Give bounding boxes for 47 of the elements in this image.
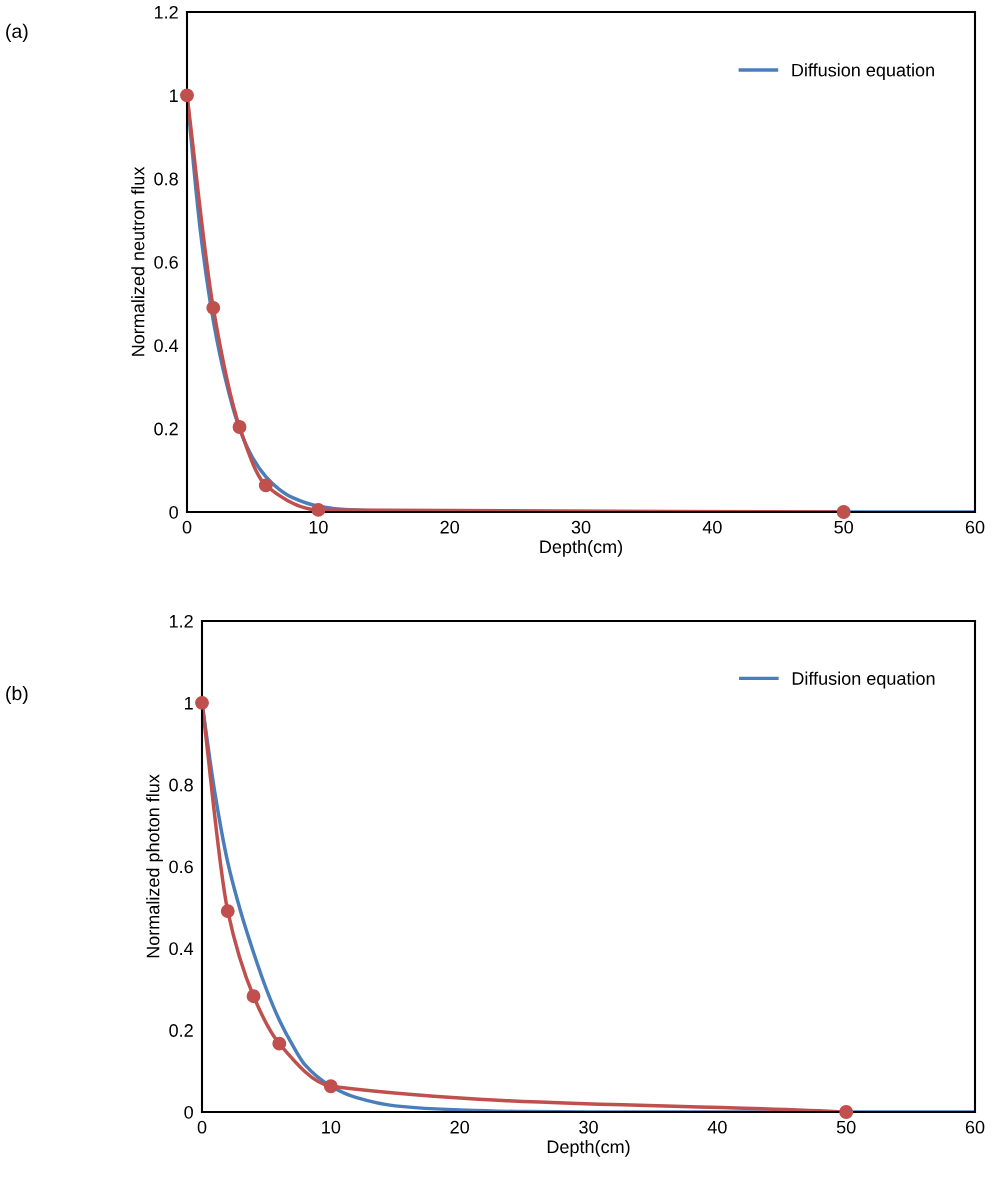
y-tick-label: 1.2 [169,614,193,628]
y-tick-label: 0.8 [169,778,193,792]
point [323,1079,338,1094]
y-tick-label: 0.8 [154,172,178,186]
point [272,1036,287,1051]
y-tick-label: 0.4 [154,339,179,353]
x-tick-label: 60 [965,1120,985,1134]
x-tick-label: 10 [322,1120,341,1134]
y-tick-label: 1 [170,89,178,102]
point [246,989,261,1004]
x-tick-label: 0 [197,1120,207,1134]
x-tick-label: 50 [834,520,853,534]
point [220,904,235,919]
y-tick-label: 0.2 [169,1024,193,1037]
y-tick-label: 0 [184,1105,193,1119]
x-tick-label: 20 [450,1120,469,1134]
x-tick-label: 40 [702,520,722,534]
y-tick-label: 1.2 [154,5,178,19]
y-axis-title: Normalized neutron flux [131,166,145,356]
x-tick-label: 50 [836,1120,856,1134]
x-tick-label: 30 [579,1120,598,1134]
x-tick-label: 30 [571,520,591,534]
point [311,502,326,517]
y-tick-label: 0.6 [169,860,193,874]
y-axis-title: Normalized photon flux [146,774,164,958]
x-axis-title: Depth(cm) [547,1139,630,1157]
x-tick-label: 40 [707,1120,727,1134]
y-tick-label: 0 [169,505,178,519]
x-tick-label: 60 [965,520,985,534]
point [206,300,221,315]
y-tick-label: 1 [185,696,193,710]
y-tick-label: 0.2 [154,422,178,436]
text: (b) [6,685,28,705]
x-tick-label: 10 [309,520,328,534]
point [180,88,194,103]
legend-label: Diffusion equation [792,63,934,81]
point [836,505,851,519]
x-axis-title: Depth(cm) [540,539,623,557]
point [839,1105,854,1119]
y-tick-label: 0.4 [169,942,194,956]
legend-label: Diffusion equation [792,671,935,689]
y-tick-label: 0.6 [154,255,178,269]
point [195,695,209,710]
point [258,478,273,493]
point [232,420,247,434]
x-tick-label: 20 [440,520,459,534]
text: (a) [6,23,28,42]
